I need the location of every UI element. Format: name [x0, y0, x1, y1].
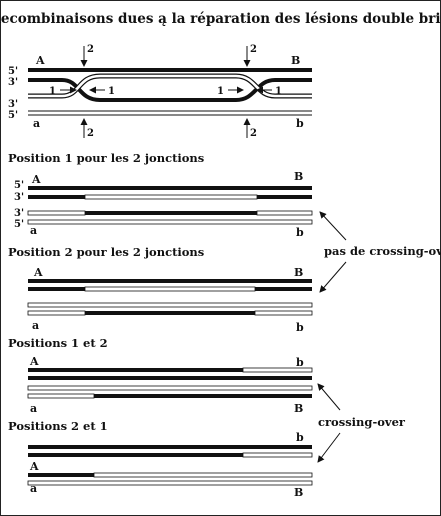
- no-crossover-label: pas de crossing-over: [324, 244, 441, 258]
- label-A-top: A: [35, 54, 45, 67]
- panel-3-label-B: B: [294, 402, 303, 415]
- panel-4-label-b: b: [296, 431, 304, 444]
- holliday-structure: 5' 3' 3' 5' A B a b 2 2 2 2 1 1 1 1: [8, 44, 312, 139]
- panel-positions-2-1: Positions 2 et 1 b A a B: [8, 419, 313, 499]
- panel-1-label-a: a: [30, 224, 37, 237]
- panel-2-label-A: A: [33, 266, 43, 279]
- arrow-2-label-tr: 2: [250, 44, 257, 55]
- p1-line-2b: [84, 194, 258, 200]
- label-b-top: b: [296, 117, 304, 130]
- no-crossover-arrow-up: [319, 211, 347, 241]
- panel-1-strand-5p-bot: 5': [14, 219, 24, 230]
- crossover-arrow-up: [317, 383, 341, 411]
- strand-top-invading: [28, 78, 312, 102]
- panel-4-caption: Positions 2 et 1: [8, 419, 108, 433]
- p2-line-3: [27, 302, 313, 308]
- panel-4-label-B: B: [294, 486, 303, 499]
- p1-line-3a: [27, 210, 86, 216]
- panel-2-label-b: b: [296, 321, 304, 334]
- diagram-title: Recombinaisons dues ą la réparation des …: [0, 11, 441, 27]
- arrow-1-label-rb: 1: [275, 86, 282, 97]
- panel-1-strand-5p-top: 5': [14, 180, 24, 191]
- p4-line-4: [27, 480, 313, 486]
- arrow-2-label-tl: 2: [87, 44, 94, 55]
- p3-line-1b: [242, 367, 313, 373]
- panel-1-strand-3p-top: 3': [14, 192, 24, 203]
- strand-label-5p-top: 5': [8, 66, 18, 77]
- p4-line-3b: [93, 472, 313, 478]
- strand-label-3p-top: 3': [8, 77, 18, 88]
- panel-2-label-a: a: [32, 319, 39, 332]
- p2-line-4c: [254, 310, 313, 316]
- panel-1-strand-3p-bot: 3': [14, 208, 24, 219]
- panel-1-caption: Position 1 pour les 2 jonctions: [8, 151, 204, 165]
- p1-line-4: [27, 219, 313, 225]
- panel-position-1: Position 1 pour les 2 jonctions 5' 3' 3'…: [8, 151, 313, 239]
- p2-line-4a: [27, 310, 86, 316]
- panel-position-2: Position 2 pour les 2 jonctions A B a b: [8, 245, 313, 334]
- panel-4-label-a: a: [30, 482, 37, 495]
- arrow-1-label-lb: 1: [108, 86, 115, 97]
- p4-line-2b: [242, 452, 313, 458]
- crossover-arrow-down: [317, 432, 341, 463]
- p1-line-3c: [256, 210, 313, 216]
- no-crossover-annotation: pas de crossing-over: [319, 211, 441, 293]
- panel-positions-1-2: Positions 1 et 2 A b a B: [8, 336, 313, 415]
- crossover-label: crossing-over: [318, 415, 406, 429]
- panel-1-label-A: A: [31, 173, 41, 186]
- panel-2-label-B: B: [294, 266, 303, 279]
- strand-label-5p-bot: 5': [8, 110, 18, 121]
- arrow-1-label-la: 1: [49, 86, 56, 97]
- label-a-top: a: [33, 117, 40, 130]
- panel-3-label-b: b: [296, 356, 304, 369]
- arrow-2-label-bl: 2: [87, 128, 94, 139]
- strand-label-3p-bot: 3': [8, 99, 18, 110]
- p2-line-2b: [84, 286, 256, 292]
- panel-4-label-A: A: [29, 460, 39, 473]
- arrow-1-label-ra: 1: [217, 86, 224, 97]
- panel-3-label-a: a: [30, 402, 37, 415]
- no-crossover-arrow-down: [319, 261, 347, 293]
- panel-3-label-A: A: [29, 355, 39, 368]
- p3-line-4a: [27, 393, 95, 399]
- panel-2-caption: Position 2 pour les 2 jonctions: [8, 245, 204, 259]
- panel-1-label-b: b: [296, 226, 304, 239]
- label-B-top: B: [291, 54, 300, 67]
- p3-line-3: [27, 385, 313, 391]
- arrow-2-label-br: 2: [250, 128, 257, 139]
- panel-1-label-B: B: [294, 170, 303, 183]
- panel-3-caption: Positions 1 et 2: [8, 336, 108, 350]
- crossover-annotation: crossing-over: [317, 383, 406, 463]
